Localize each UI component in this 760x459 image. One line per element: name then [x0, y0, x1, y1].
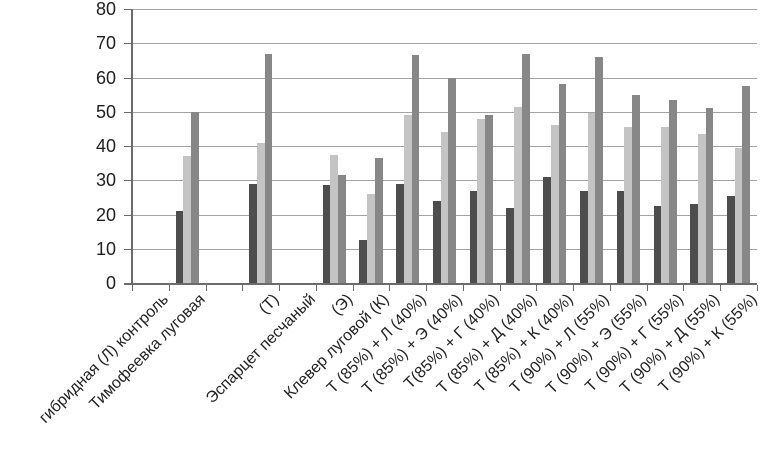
bar-series-3-medium-gray	[742, 86, 751, 283]
y-axis-tick-label: 70	[95, 33, 116, 54]
bar-series-2-light-gray	[256, 142, 265, 283]
bar-series-1-dark-gray	[616, 190, 625, 283]
y-axis-tick	[124, 214, 132, 216]
x-axis-tick	[168, 285, 170, 291]
y-axis-tick	[124, 111, 132, 113]
bar-series-1-dark-gray	[653, 205, 662, 283]
bar-series-2-light-gray	[661, 127, 669, 283]
x-axis-tick	[646, 285, 648, 291]
y-axis-tick-label: 80	[95, 0, 116, 19]
x-axis-tick	[389, 285, 391, 291]
y-axis-tick	[124, 248, 132, 250]
y-axis-tick	[124, 146, 132, 147]
y-axis-tick	[124, 43, 132, 45]
y-axis-tick-label: 60	[95, 67, 116, 88]
x-axis-tick	[683, 285, 685, 291]
bar-series-3-medium-gray	[264, 53, 273, 283]
bar-series-1-dark-gray	[469, 190, 478, 283]
bar-series-2-light-gray	[183, 156, 191, 283]
x-axis-category-label: (Т)	[255, 291, 283, 318]
bar-series-2-light-gray	[734, 147, 743, 283]
gridline	[132, 43, 757, 45]
x-axis-tick	[132, 285, 133, 291]
gridline	[132, 77, 757, 79]
x-axis-tick	[573, 285, 575, 291]
bar-series-2-light-gray	[624, 127, 633, 283]
bar-series-2-light-gray	[367, 193, 375, 283]
x-axis-tick	[205, 285, 207, 291]
bar-series-3-medium-gray	[338, 175, 346, 283]
x-axis-tick	[757, 285, 758, 291]
bar-series-3-medium-gray	[595, 56, 604, 283]
y-axis-tick-label: 30	[95, 170, 116, 191]
bar-series-2-light-gray	[514, 106, 522, 283]
y-axis	[131, 9, 133, 284]
bar-series-3-medium-gray	[374, 157, 383, 283]
bar-series-1-dark-gray	[580, 190, 588, 283]
x-axis-tick	[609, 285, 611, 291]
bar-series-1-dark-gray	[396, 183, 404, 283]
y-axis-tick	[124, 77, 132, 79]
x-axis-category-label: (Э)	[328, 291, 356, 319]
bar-series-1-dark-gray	[322, 185, 331, 283]
bar-series-3-medium-gray	[632, 94, 640, 283]
bar-series-3-medium-gray	[668, 99, 677, 283]
gridline	[132, 111, 757, 113]
x-axis-tick	[462, 285, 464, 291]
bar-series-1-dark-gray	[506, 207, 515, 283]
bar-series-3-medium-gray	[558, 84, 567, 283]
bar-series-2-light-gray	[587, 113, 596, 283]
y-axis-tick-label: 50	[95, 101, 116, 122]
y-axis-tick-label: 40	[95, 136, 116, 156]
x-axis	[124, 283, 757, 285]
x-axis-tick	[426, 285, 428, 291]
x-axis-tick	[536, 285, 538, 291]
bar-series-2-light-gray	[550, 125, 559, 283]
x-axis-tick	[499, 285, 501, 291]
bar-series-1-dark-gray	[359, 240, 368, 283]
bar-series-1-dark-gray	[543, 176, 551, 283]
bar-series-3-medium-gray	[485, 115, 493, 283]
bar-series-1-dark-gray	[690, 204, 698, 283]
bar-series-1-dark-gray	[249, 183, 257, 283]
bar-series-3-medium-gray	[448, 77, 457, 283]
x-axis-tick	[352, 285, 354, 291]
bar-series-2-light-gray	[440, 132, 449, 283]
y-axis-tick	[124, 9, 132, 10]
y-axis-tick-label: 10	[95, 238, 116, 259]
bar-series-1-dark-gray	[175, 211, 184, 283]
x-axis-tick	[315, 285, 317, 291]
gridline	[132, 9, 757, 10]
bar-series-2-light-gray	[330, 154, 339, 283]
bar-series-3-medium-gray	[521, 53, 530, 283]
bar-series-3-medium-gray	[190, 111, 199, 283]
x-axis-tick	[720, 285, 722, 291]
bar-series-3-medium-gray	[705, 108, 714, 283]
y-axis-tick	[124, 180, 132, 182]
x-axis-tick	[279, 285, 281, 291]
bar-series-3-medium-gray	[411, 55, 420, 283]
bar-series-1-dark-gray	[727, 195, 735, 283]
bar-series-2-light-gray	[403, 115, 412, 283]
bar-series-2-light-gray	[477, 118, 486, 283]
y-axis-tick-label: 20	[95, 204, 116, 225]
x-axis-tick	[242, 285, 244, 291]
bar-series-2-light-gray	[698, 134, 706, 283]
bar-series-1-dark-gray	[432, 200, 441, 283]
y-axis-tick-label: 0	[105, 273, 116, 293]
